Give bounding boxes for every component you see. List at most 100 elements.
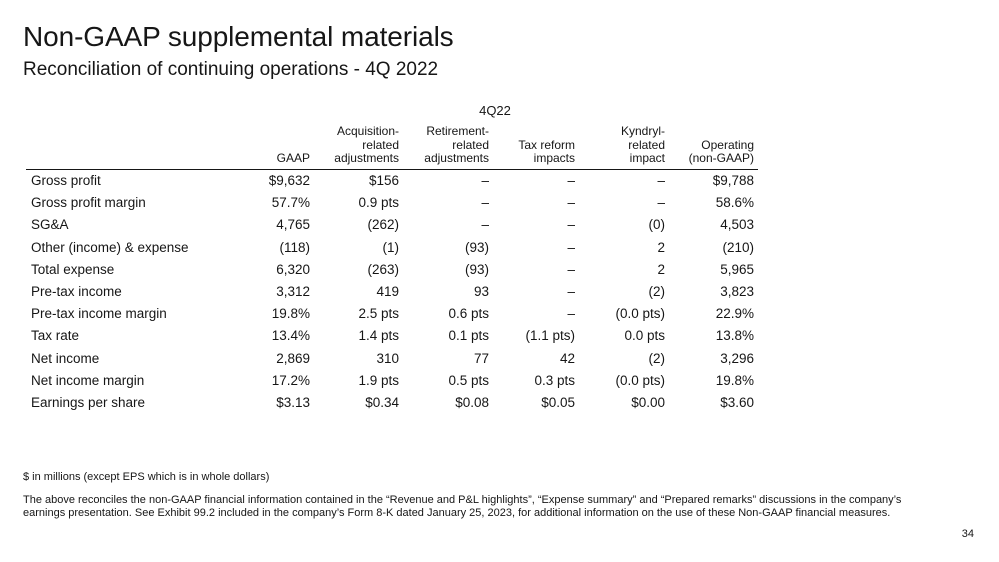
- table-cell: (210): [722, 239, 754, 255]
- table-cell: $0.00: [631, 394, 665, 410]
- column-header-line: [242, 139, 310, 153]
- row-label: SG&A: [31, 217, 69, 233]
- column-header-line: related: [452, 137, 489, 152]
- table-cell: (262): [367, 217, 399, 233]
- table-cell: 6,320: [276, 261, 310, 277]
- table-cell: 0.5 pts: [448, 372, 489, 388]
- table-cell: $0.08: [455, 394, 489, 410]
- row-label: Pre-tax income margin: [31, 306, 167, 322]
- column-header-acquisition: Acquisition- related adjustments: [314, 124, 403, 170]
- table-row: Total expense 6,320 (263) (93) – 2 5,965: [26, 258, 758, 280]
- table-cell: 3,312: [276, 284, 310, 300]
- row-label: Total expense: [31, 261, 115, 277]
- table-cell: 0.0 pts: [624, 328, 665, 344]
- table-cell: 0.9 pts: [358, 195, 399, 211]
- table-cell: 17.2%: [271, 372, 310, 388]
- column-header-line: impact: [629, 151, 665, 165]
- column-header-line: Kyndryl-: [620, 124, 665, 138]
- column-header-blank: [26, 125, 242, 170]
- table-cell: 0.3 pts: [534, 372, 575, 388]
- table-cell: 3,296: [720, 350, 754, 366]
- table-cell: (0): [648, 217, 666, 233]
- table-cell: 419: [376, 284, 399, 300]
- column-header-line: [493, 125, 575, 139]
- table-cell: (2): [648, 284, 666, 300]
- row-label: Net income margin: [31, 372, 145, 388]
- column-header-line: [669, 125, 754, 139]
- page-number: 34: [961, 528, 974, 540]
- table-row: Other (income) & expense (118) (1) (93) – 2 (2…: [26, 236, 758, 258]
- row-label: Pre-tax income: [31, 284, 122, 300]
- table-cell: 22.9%: [715, 306, 754, 322]
- table-cell: $9,632: [268, 173, 310, 189]
- column-header-kyndryl: Kyndryl- related impact: [579, 124, 669, 170]
- table-row: Pre-tax income 3,312 419 93 – (2) 3,823: [26, 280, 758, 302]
- page-subtitle: Reconciliation of continuing operations …: [23, 59, 439, 80]
- table-cell: $3.13: [276, 394, 310, 410]
- table-cell: –: [567, 195, 575, 211]
- table-cell: (93): [464, 261, 489, 277]
- table-cell: 19.8%: [715, 372, 754, 388]
- row-label: Tax rate: [31, 328, 80, 344]
- column-header-retirement: Retirement- related adjustments: [403, 124, 493, 170]
- table-row: Tax rate 13.4% 1.4 pts 0.1 pts (1.1 pts) 0.0 …: [26, 325, 758, 347]
- table-cell: 93: [473, 284, 489, 300]
- table-cell: –: [567, 239, 575, 255]
- column-header-line: adjustments: [424, 151, 489, 165]
- column-header-line: GAAP: [276, 151, 310, 165]
- table-cell: 13.8%: [715, 328, 754, 344]
- table-cell: –: [567, 306, 575, 322]
- table-cell: –: [657, 195, 665, 211]
- table-cell: (1.1 pts): [525, 328, 575, 344]
- table-cell: 2: [657, 261, 665, 277]
- row-label: Other (income) & expense: [31, 239, 189, 255]
- table-cell: 42: [559, 350, 575, 366]
- table-cell: 310: [376, 350, 399, 366]
- table-cell: 5,965: [720, 261, 754, 277]
- column-header-tax-reform: Tax reform impacts: [493, 125, 579, 170]
- table-cell: 4,765: [276, 217, 310, 233]
- table-cell: 0.1 pts: [448, 328, 489, 344]
- column-header-line: related: [628, 137, 665, 152]
- table-cell: $0.05: [541, 394, 575, 410]
- table-cell: 2: [657, 239, 665, 255]
- row-label: Gross profit: [31, 173, 101, 189]
- table-cell: –: [481, 217, 489, 233]
- table-cell: 58.6%: [715, 195, 754, 211]
- table-cell: –: [567, 284, 575, 300]
- column-header-line: adjustments: [334, 151, 399, 165]
- table-cell: –: [657, 173, 665, 189]
- table-cell: 57.7%: [271, 195, 310, 211]
- table-cell: (118): [279, 239, 310, 255]
- table-cell: –: [567, 261, 575, 277]
- column-header-operating: Operating (non-GAAP): [669, 125, 758, 170]
- table-cell: 0.6 pts: [448, 306, 489, 322]
- table-cell: 1.9 pts: [358, 372, 399, 388]
- table-cell: 19.8%: [271, 306, 310, 322]
- table-row: Pre-tax income margin 19.8% 2.5 pts 0.6 pts…: [26, 303, 758, 325]
- column-header-line: Tax reform: [518, 137, 575, 152]
- column-header-line: related: [362, 137, 399, 152]
- column-header-line: impacts: [533, 151, 575, 165]
- table-row: Gross profit $9,632 $156 – – – $9,788: [26, 169, 758, 192]
- reconciliation-table: GAAP Acquisition- related adjustments Re…: [26, 124, 758, 414]
- table-cell: (2): [648, 350, 666, 366]
- page-title: Non-GAAP supplemental materials: [23, 21, 454, 52]
- table-cell: $156: [368, 173, 399, 189]
- table-cell: –: [481, 173, 489, 189]
- disclaimer-footnote: The above reconciles the non-GAAP financ…: [23, 494, 902, 519]
- column-header-line: Retirement-: [426, 124, 489, 138]
- table-cell: 1.4 pts: [358, 328, 399, 344]
- table-cell: (263): [367, 261, 399, 277]
- table-cell: 2,869: [276, 350, 310, 366]
- row-label: Earnings per share: [31, 394, 146, 410]
- table-cell: 77: [473, 350, 489, 366]
- table-cell: (1): [382, 239, 400, 255]
- table-header-row: GAAP Acquisition- related adjustments Re…: [26, 124, 758, 170]
- table-cell: 13.4%: [271, 328, 310, 344]
- table-cell: 3,823: [720, 284, 754, 300]
- table-cell: $9,788: [712, 173, 754, 189]
- table-cell: (0.0 pts): [615, 372, 665, 388]
- table-cell: 4,503: [720, 217, 754, 233]
- table-cell: $3.60: [720, 394, 754, 410]
